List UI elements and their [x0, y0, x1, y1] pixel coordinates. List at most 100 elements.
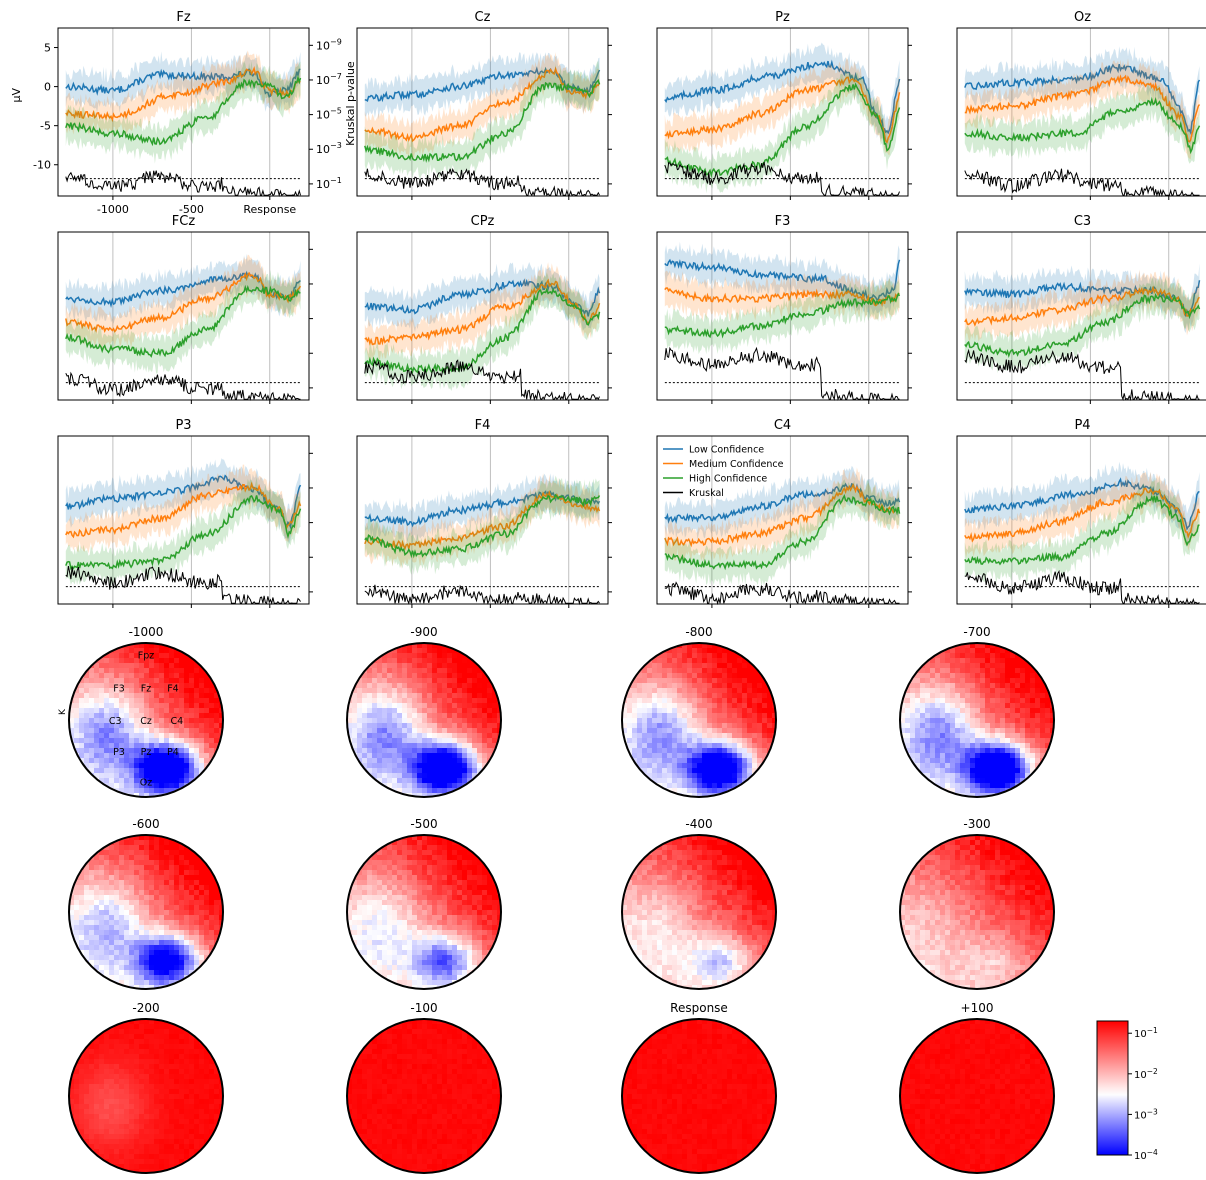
topomap-cell — [84, 688, 90, 694]
topomap-cell — [995, 698, 1001, 704]
topomap-cell — [930, 733, 936, 739]
topomap-cell — [69, 708, 75, 714]
topomap-cell — [169, 738, 175, 744]
topomap-cell — [139, 885, 145, 891]
topomap-cell — [662, 738, 668, 744]
topomap-cell — [950, 748, 956, 754]
topomap-cell — [204, 950, 210, 956]
topomap-cell — [84, 723, 90, 729]
topomap-cell — [627, 763, 633, 769]
topomap-cell — [920, 643, 926, 649]
topomap-cell — [417, 763, 423, 769]
topomap-cell — [159, 850, 165, 856]
topomap-cell — [402, 723, 408, 729]
topomap-cell — [727, 743, 733, 749]
topomap-cell — [417, 643, 423, 649]
topomap-cell — [652, 753, 658, 759]
ci-band-medium-confidence — [964, 471, 1200, 558]
topomap-cell — [747, 773, 753, 779]
topomap-cell — [104, 763, 110, 769]
topomap-cell — [179, 733, 185, 739]
topomap-cell — [682, 708, 688, 714]
topomap-cell — [1035, 753, 1041, 759]
topomap-cell — [367, 708, 373, 714]
topomap-cell — [910, 723, 916, 729]
topomap-cell — [387, 668, 393, 674]
topomap-cell — [104, 955, 110, 961]
topomap-cell — [89, 743, 95, 749]
topomap-cell — [672, 693, 678, 699]
topomap-cell — [84, 925, 90, 931]
topomap-cell — [184, 875, 190, 881]
topomap-cell — [900, 718, 906, 724]
topomap-cell — [149, 793, 155, 797]
topomap-cell — [1005, 693, 1011, 699]
topomap-cell — [727, 653, 733, 659]
topomap-cell — [447, 708, 453, 714]
topomap-cell — [179, 653, 185, 659]
topomap-cell — [732, 643, 738, 649]
topomap-cell — [1025, 743, 1031, 749]
topomap-cell — [174, 915, 180, 921]
topomap-cell — [637, 693, 643, 699]
topomap-cell — [652, 678, 658, 684]
topomap-cell — [189, 743, 195, 749]
topomap-cell — [69, 728, 75, 734]
topomap-cell — [1010, 668, 1016, 674]
topomap-cell — [667, 763, 673, 769]
topomap-cell — [189, 643, 195, 649]
topomap-cell — [74, 743, 80, 749]
topomap-cell — [352, 738, 358, 744]
topomap-cell — [174, 698, 180, 704]
topomap-cell — [387, 758, 393, 764]
topomap-cell — [392, 688, 398, 694]
topomap-cell — [214, 723, 220, 729]
topomap-cell — [905, 793, 911, 797]
topomap-cell — [119, 840, 125, 846]
topomap-cell — [472, 693, 478, 699]
topomap-cell — [682, 738, 688, 744]
topomap-cell — [1040, 718, 1046, 724]
topomap-cell — [722, 778, 728, 784]
topomap-cell — [139, 895, 145, 901]
topomap-cell — [462, 708, 468, 714]
topomap-cell — [114, 870, 120, 876]
topomap-cell — [432, 783, 438, 789]
topomap-cell — [427, 788, 433, 794]
topomap-cell — [482, 653, 488, 659]
topomap-cell — [642, 783, 648, 789]
topomap-cell — [757, 753, 763, 759]
topomap-cell — [682, 713, 688, 719]
topomap-cell — [940, 673, 946, 679]
topomap-cell — [677, 658, 683, 664]
topomap-cell — [134, 713, 140, 719]
topomap-cell — [662, 748, 668, 754]
topomap-cell — [970, 643, 976, 649]
topomap-cell — [189, 840, 195, 846]
topomap-cell — [1020, 713, 1026, 719]
topomap-cell — [69, 683, 75, 689]
topomap-cell — [194, 793, 200, 797]
topomap-cell — [129, 880, 135, 886]
topomap-cell — [437, 778, 443, 784]
topomap-cell — [702, 788, 708, 794]
topomap-cell — [377, 643, 383, 649]
topomap-cell — [204, 915, 210, 921]
topomap-cell — [367, 788, 373, 794]
topomap-cell — [214, 905, 220, 911]
topomap-cell — [214, 718, 220, 724]
topomap-cell — [114, 683, 120, 689]
topomap-cell — [925, 708, 931, 714]
topomap-cell — [935, 713, 941, 719]
topomap-cell — [712, 703, 718, 709]
topomap-cell — [422, 753, 428, 759]
topomap-cell — [702, 758, 708, 764]
topomap-cell — [362, 708, 368, 714]
topomap-cell — [69, 925, 75, 931]
topomap-cell — [89, 905, 95, 911]
topomap-cell — [174, 763, 180, 769]
topomap-cell — [965, 653, 971, 659]
topomap-cell — [727, 733, 733, 739]
topomap-cell — [1050, 753, 1054, 759]
topomap-cell — [89, 920, 95, 926]
